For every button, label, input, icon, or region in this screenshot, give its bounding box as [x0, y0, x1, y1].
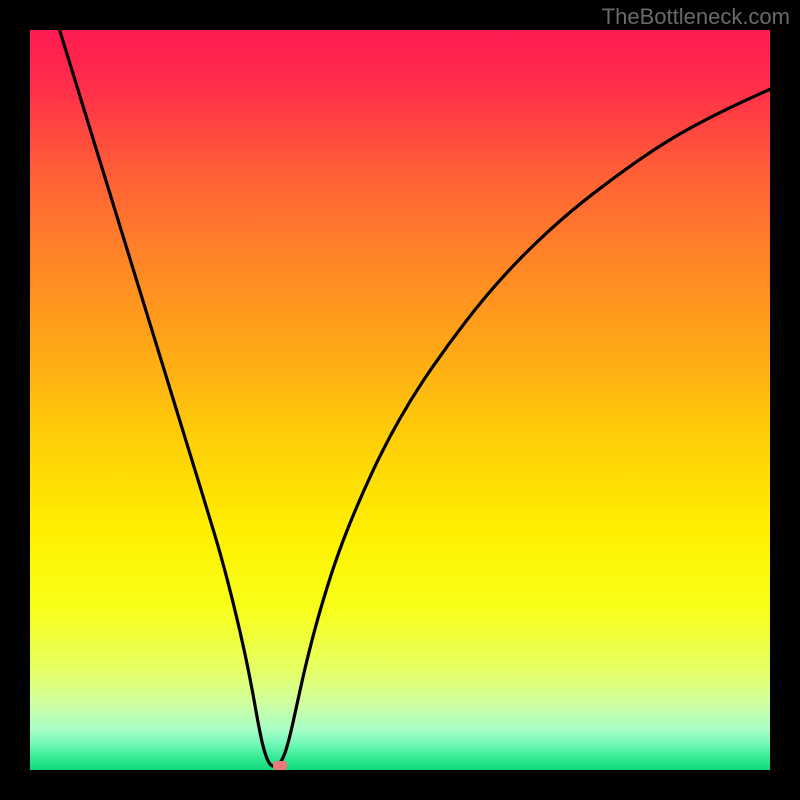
- chart-svg: [30, 30, 770, 770]
- watermark-text: TheBottleneck.com: [602, 4, 790, 30]
- chart-background: [30, 30, 770, 770]
- optimal-point-marker: [273, 761, 287, 770]
- bottleneck-chart: [30, 30, 770, 770]
